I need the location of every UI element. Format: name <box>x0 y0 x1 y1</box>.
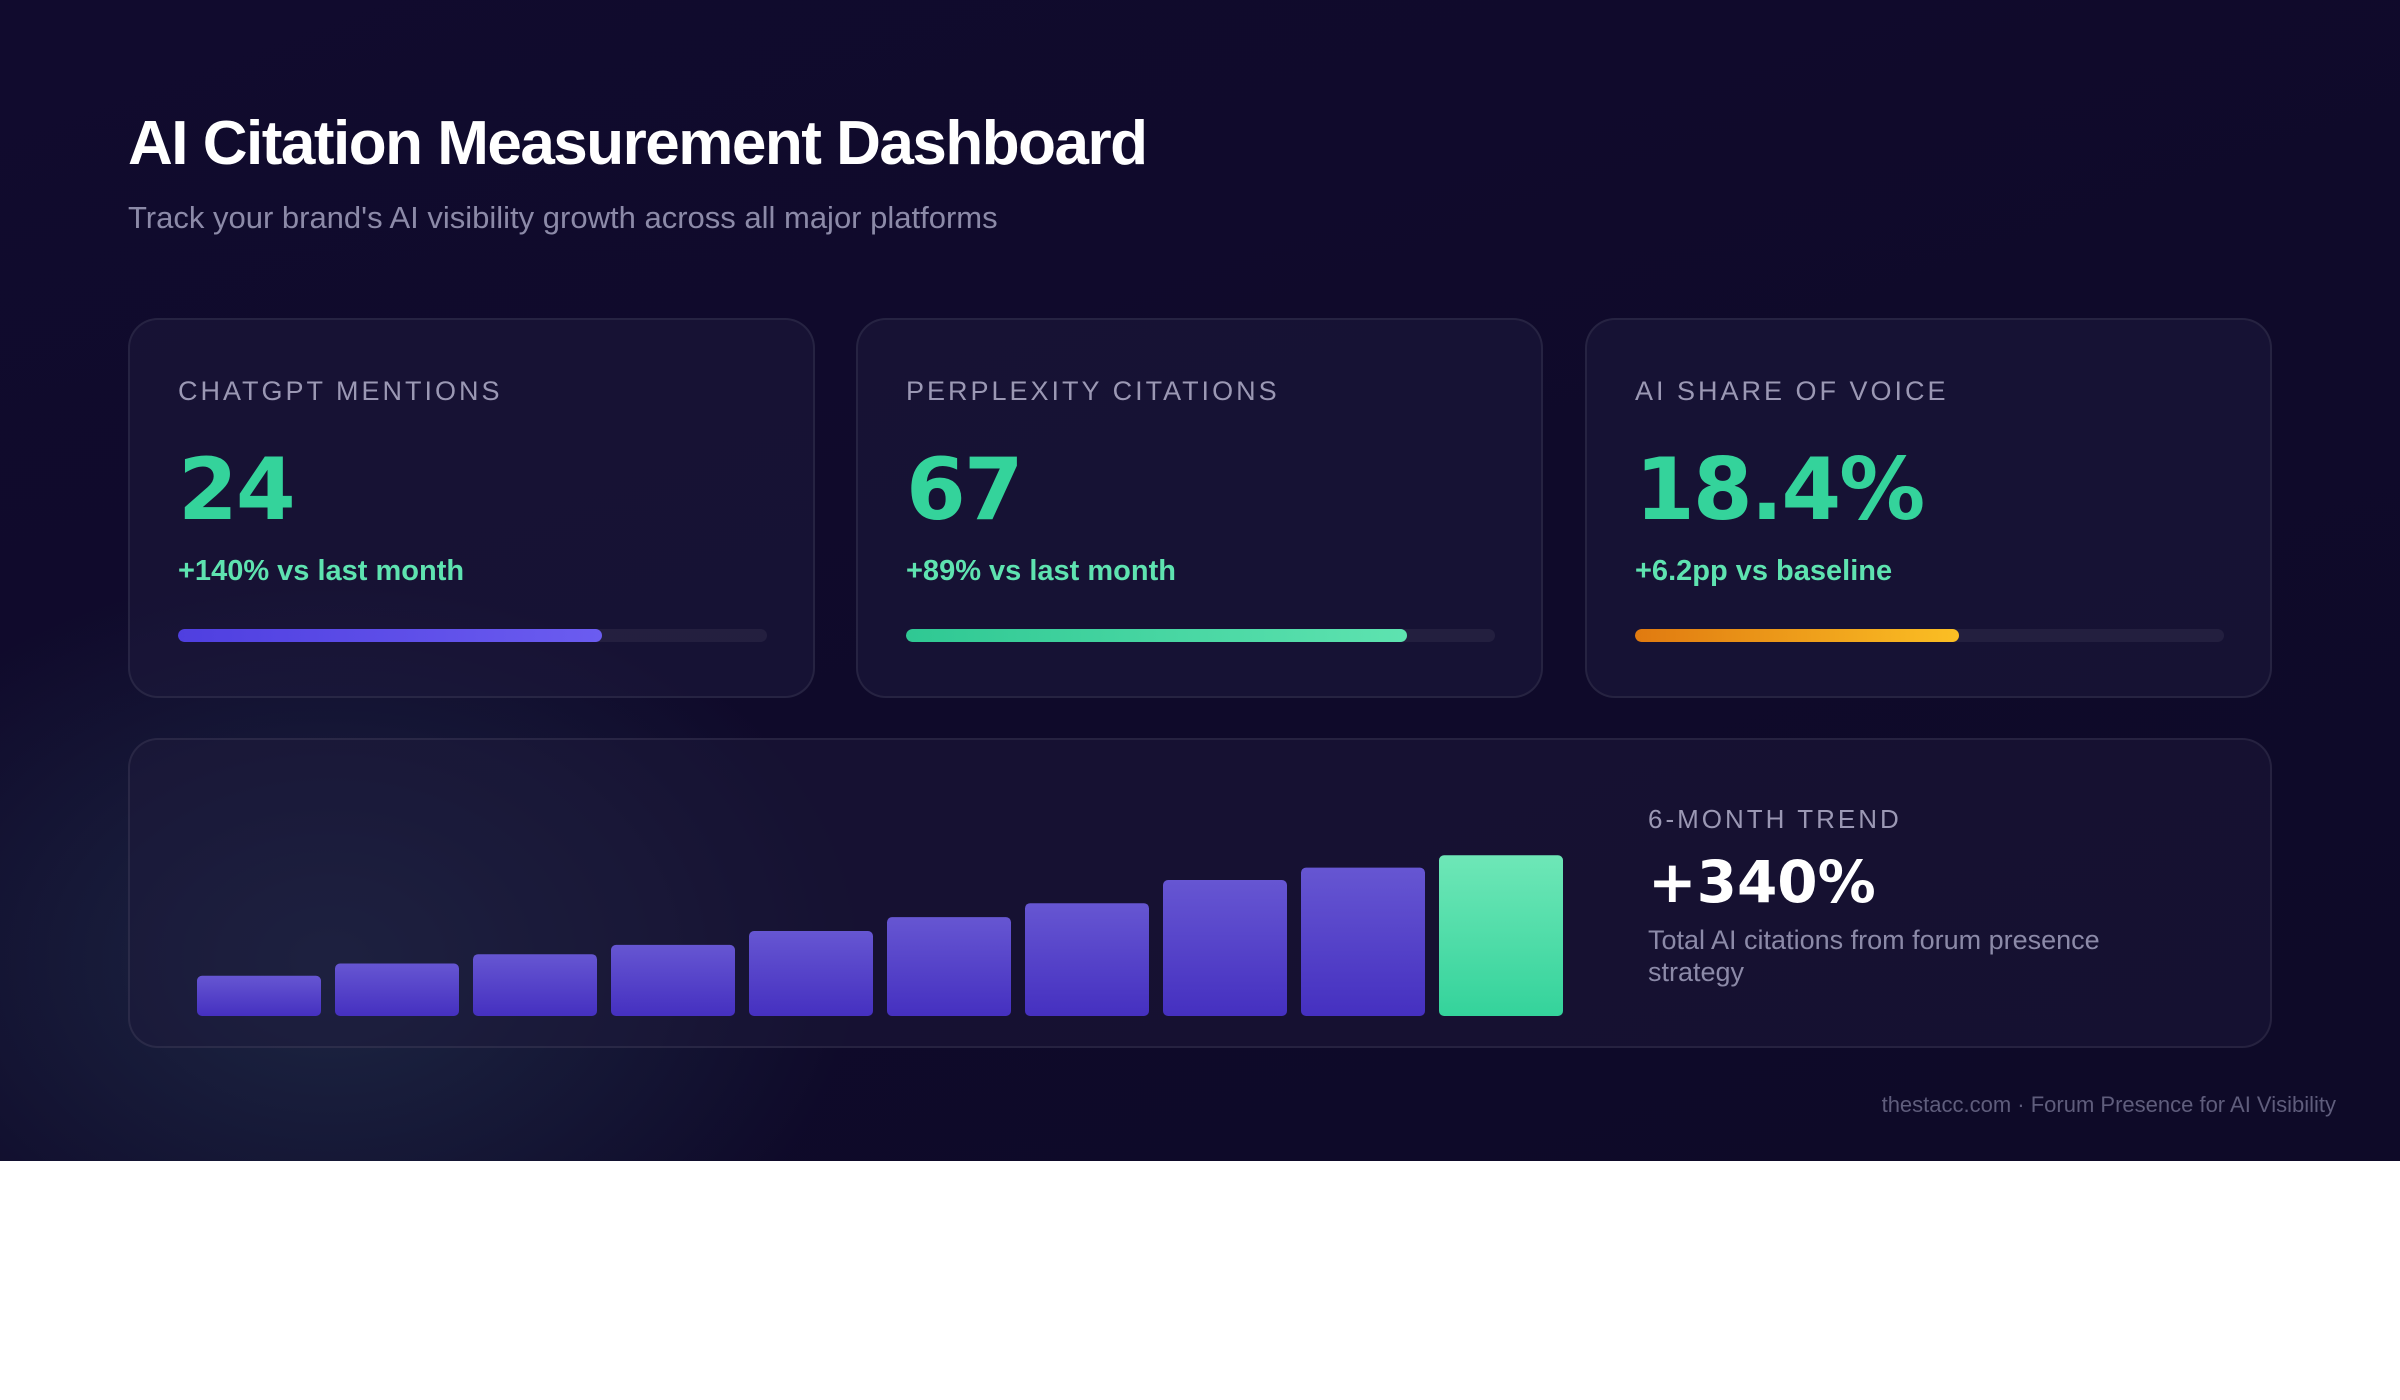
perplexity-citations-card: PERPLEXITY CITATIONS 67 +89% vs last mon… <box>856 318 1543 698</box>
trend-card: 6-MONTH TREND +340% Total AI citations f… <box>128 738 2272 1048</box>
footer-credit: thestacc.com · Forum Presence for AI Vis… <box>1881 1092 2336 1117</box>
page-title: AI Citation Measurement Dashboard <box>128 109 1148 178</box>
card-label: PERPLEXITY CITATIONS <box>906 376 1280 406</box>
page-subtitle: Track your brand's AI visibility growth … <box>128 200 998 235</box>
card-label: AI SHARE OF VOICE <box>1635 376 1949 406</box>
trend-bar <box>1301 867 1425 1016</box>
dashboard: AI Citation Measurement Dashboard Track … <box>0 0 2400 1161</box>
card-delta: +6.2pp vs baseline <box>1635 555 1893 587</box>
ai-share-of-voice-card: AI SHARE OF VOICE 18.4% +6.2pp vs baseli… <box>1585 318 2272 698</box>
card-delta: +140% vs last month <box>178 555 465 587</box>
trend-bar <box>1025 903 1149 1016</box>
trend-description: Total AI citations from forum presence s… <box>1648 925 2100 987</box>
trend-bar-chart <box>197 855 1563 1016</box>
progress-fill <box>1635 629 1959 642</box>
progress-track <box>1635 629 2224 642</box>
card-delta: +89% vs last month <box>906 555 1176 587</box>
chatgpt-mentions-card: CHATGPT MENTIONS 24 +140% vs last month <box>128 318 815 698</box>
progress-fill <box>906 629 1407 642</box>
trend-bar <box>473 954 597 1016</box>
trend-bar <box>887 917 1011 1016</box>
progress-fill <box>178 629 603 642</box>
trend-bar <box>611 944 735 1016</box>
progress-track <box>906 629 1495 642</box>
trend-bar <box>197 975 321 1016</box>
card-label: CHATGPT MENTIONS <box>178 376 503 406</box>
trend-bar <box>749 931 873 1016</box>
card-value: 24 <box>178 440 296 540</box>
trend-value: +340% <box>1648 848 1876 916</box>
card-value: 67 <box>906 440 1024 540</box>
trend-bar <box>335 963 459 1016</box>
card-value: 18.4% <box>1635 440 1925 540</box>
trend-bar-highlight <box>1439 855 1563 1016</box>
progress-track <box>178 629 767 642</box>
trend-bar <box>1163 880 1287 1016</box>
trend-label: 6-MONTH TREND <box>1648 804 1902 834</box>
